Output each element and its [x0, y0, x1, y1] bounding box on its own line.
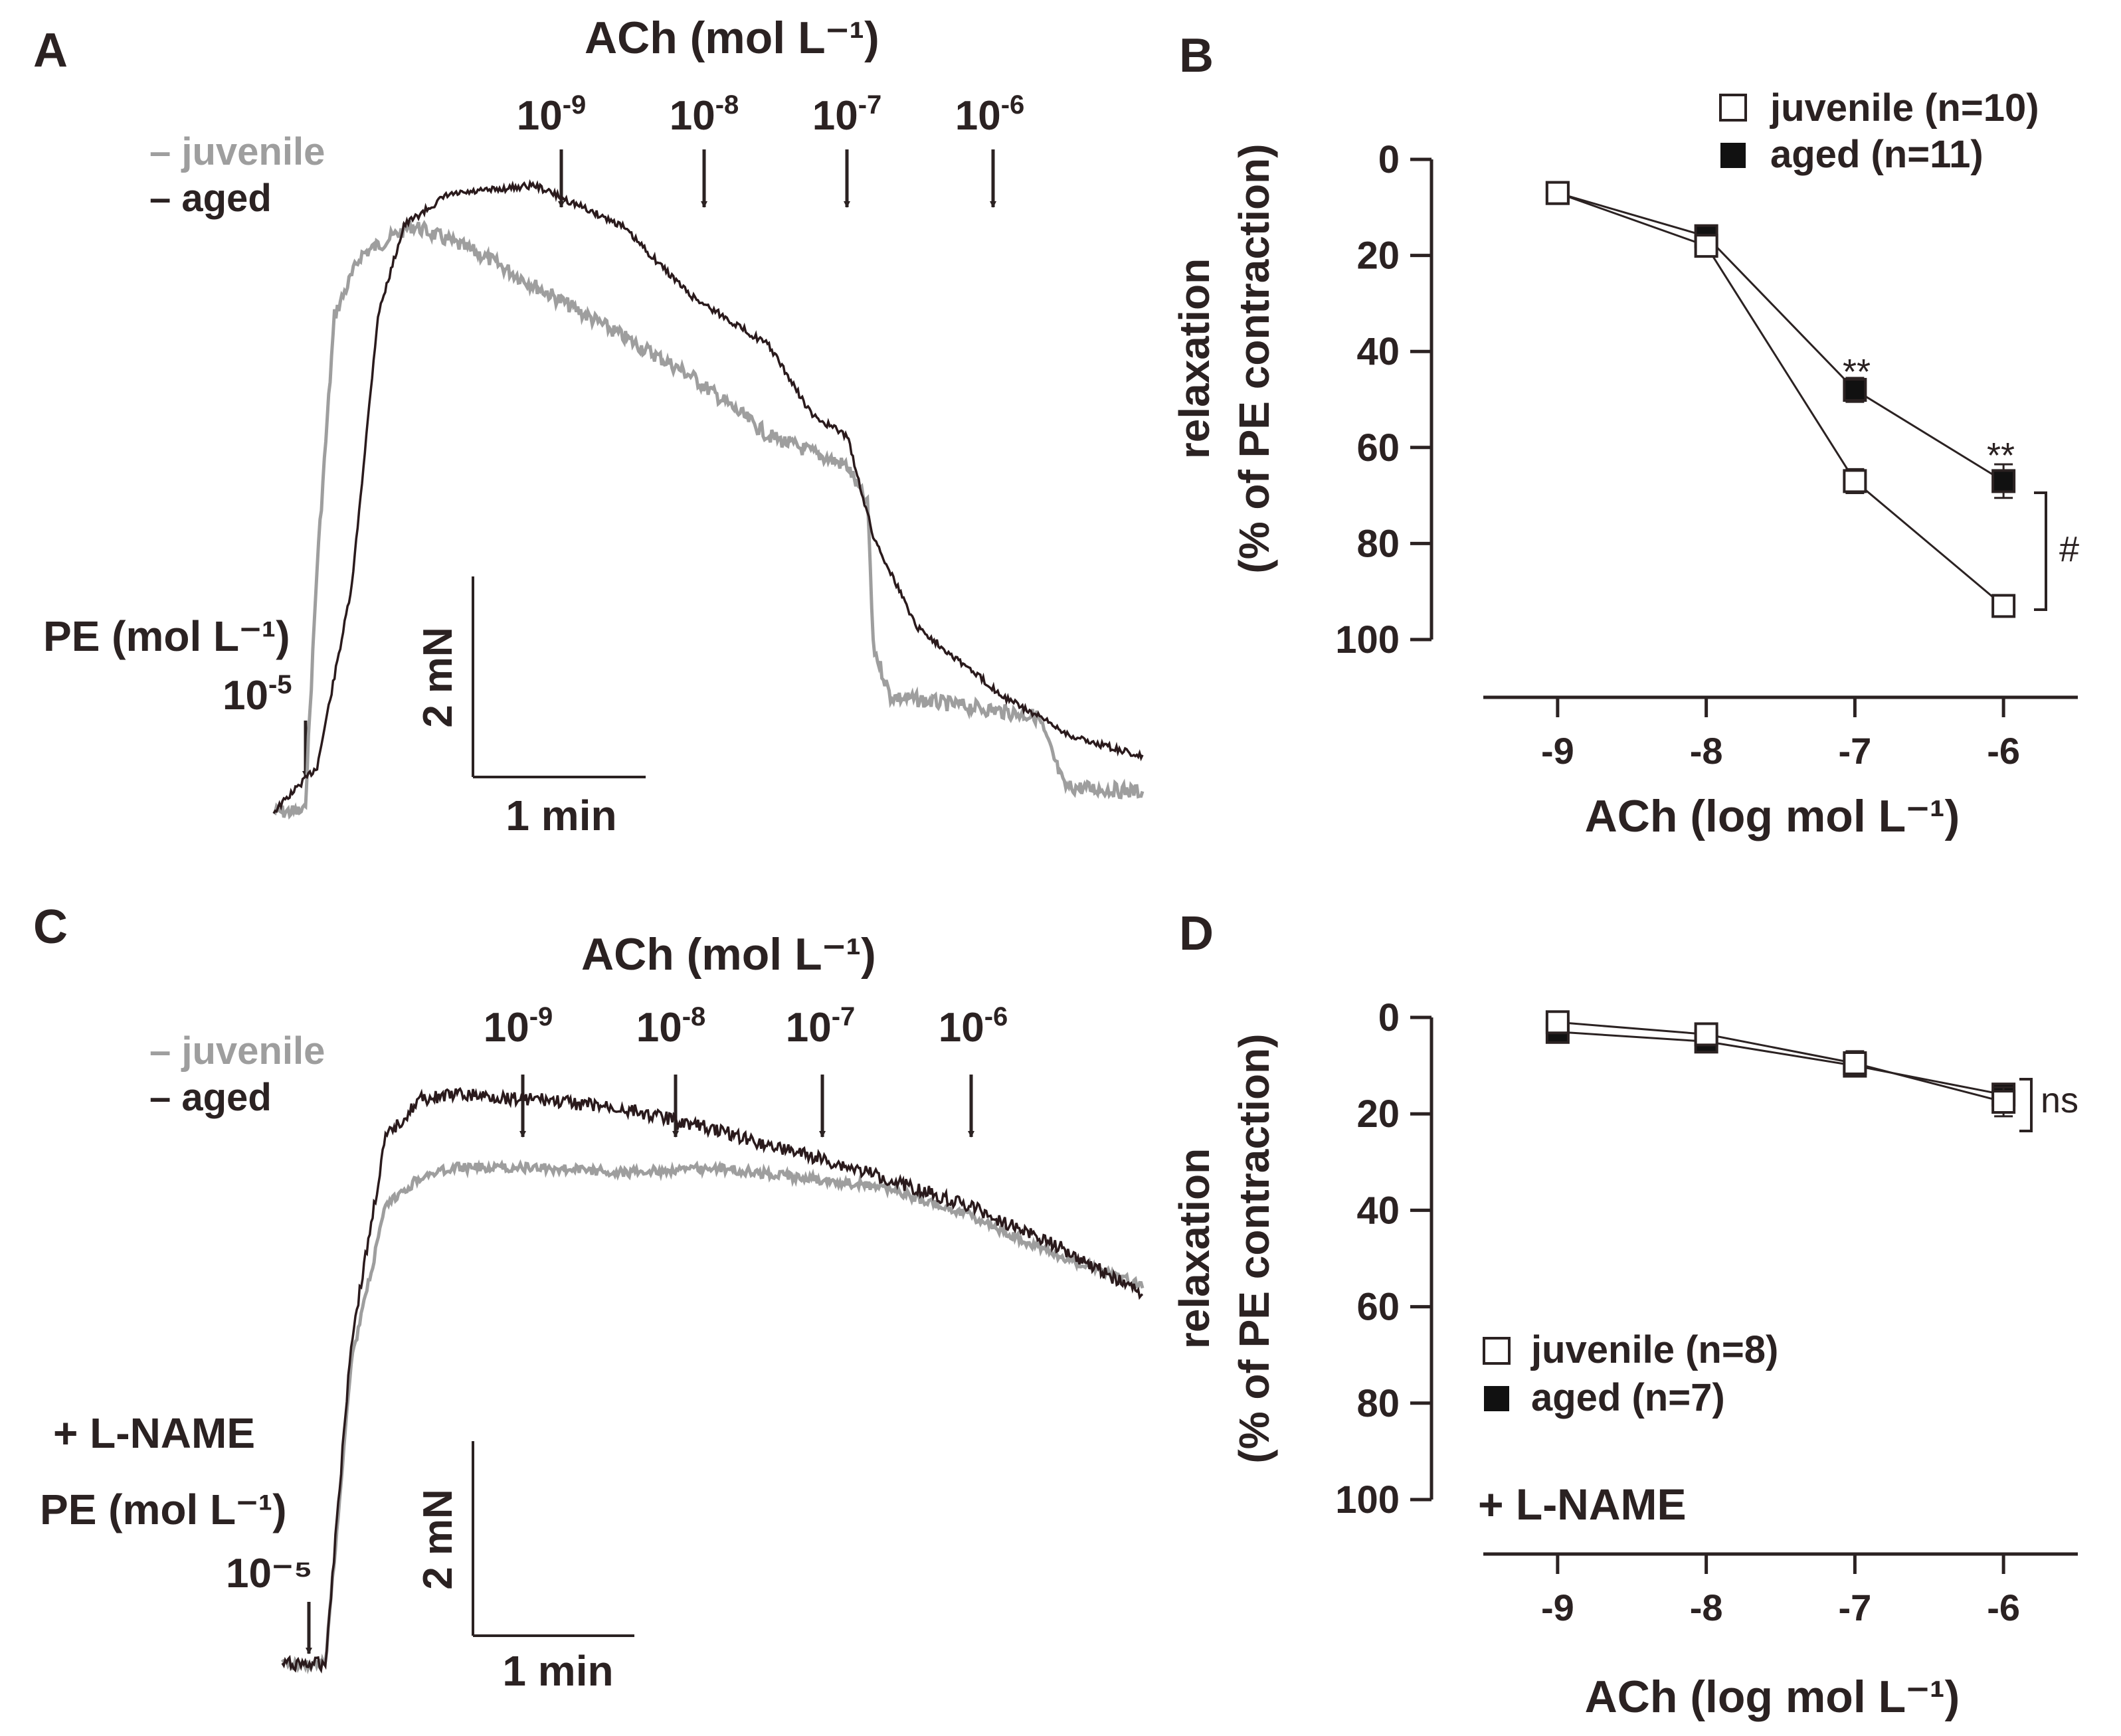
panel-letter-d: D — [1179, 907, 1214, 960]
pe-label-c: PE (mol L⁻¹) — [40, 1486, 287, 1533]
y-tick-label-b: 80 — [1356, 522, 1400, 565]
axes-b: 0 20 40 60 80 100 -9 -8 -7 -6 — [1335, 138, 2078, 772]
ylabel-d-line1: relaxation — [1170, 1148, 1218, 1349]
ach-dose-a-2: 10-8 — [670, 90, 739, 139]
x-tick-label-d: -9 — [1541, 1587, 1574, 1628]
panel-letter-c: C — [33, 901, 68, 954]
ach-dose-a-3: 10-7 — [812, 90, 882, 139]
point-d-juvenile — [1545, 1010, 1570, 1035]
y-tick-label-d: 20 — [1356, 1092, 1400, 1136]
legend-d-aged-marker — [1484, 1386, 1509, 1411]
y-tick-label-b: 40 — [1356, 330, 1400, 373]
y-tick-label-b: 0 — [1378, 138, 1400, 181]
line-b-juvenile — [1557, 192, 2005, 607]
panel-a: A ACh (mol L⁻¹) 10-9 10-8 10-7 10-6 – ju… — [33, 13, 1145, 839]
panel-b: B relaxation (% of PE contraction) 0 20 40… — [1170, 29, 2079, 841]
series-d — [1545, 1010, 2016, 1118]
scale-label-c-min: 1 min — [502, 1647, 613, 1695]
x-tick-label-b: -7 — [1838, 730, 1871, 772]
y-tick-label-d: 80 — [1356, 1382, 1400, 1425]
panel-c: C ACh (mol L⁻¹) 10-9 10-8 10-7 10-6 – ju… — [33, 901, 1145, 1695]
x-tick-label-d: -7 — [1838, 1587, 1871, 1628]
y-tick-label-d: 60 — [1356, 1286, 1400, 1329]
panel-letter-b: B — [1179, 29, 1214, 82]
x-tick-label-b: -6 — [1987, 730, 2020, 772]
xlabel-d: ACh (log mol L⁻¹) — [1585, 1672, 1960, 1722]
legend-c-aged: – aged — [149, 1076, 272, 1119]
legend-a-juvenile: – juvenile — [149, 130, 325, 173]
ach-dose-c-1: 10-9 — [484, 1002, 553, 1051]
point-b-juvenile — [1694, 234, 1718, 258]
point-b-aged — [1991, 469, 2016, 493]
panel-letter-a: A — [33, 24, 68, 77]
treatment-label-c: + L-NAME — [53, 1409, 255, 1457]
x-tick-label-b: -8 — [1690, 730, 1723, 772]
x-tick-label-d: -8 — [1690, 1587, 1723, 1628]
pe-dose-a: 10-5 — [223, 670, 292, 719]
legend-b-aged: aged (n=11) — [1770, 133, 1983, 176]
sig-b-1: ** — [1843, 352, 1871, 392]
ach-dose-a-4: 10-6 — [955, 90, 1025, 139]
point-d-juvenile — [1694, 1022, 1718, 1047]
ach-dose-c-2: 10-8 — [636, 1002, 706, 1051]
line-d-juvenile — [1557, 1021, 2004, 1103]
trace-c-juvenile — [280, 1159, 1145, 1675]
legend-c-juvenile: – juvenile — [149, 1029, 325, 1073]
scale-label-a-min: 1 min — [506, 792, 616, 839]
y-tick-label-b: 100 — [1335, 618, 1400, 661]
ach-dose-a-1: 10-9 — [517, 90, 587, 139]
ach-title-a: ACh (mol L⁻¹) — [585, 13, 879, 63]
legend-b-juvenile-marker — [1719, 94, 1747, 122]
ylabel-b-line1: relaxation — [1170, 258, 1218, 459]
legend-d-aged: aged (n=7) — [1531, 1376, 1725, 1419]
y-tick-label-d: 100 — [1335, 1478, 1400, 1521]
y-tick-label-b: 60 — [1356, 426, 1400, 470]
sig-bracket-d-label: ns — [2041, 1081, 2078, 1120]
trace-c-aged — [281, 1086, 1144, 1674]
sig-b-2: ** — [1987, 436, 2015, 476]
legend-d-juvenile: juvenile (n=8) — [1530, 1328, 1778, 1371]
x-tick-label-d: -6 — [1987, 1587, 2020, 1628]
point-b-aged — [1843, 378, 1867, 402]
treatment-label-d: + L-NAME — [1478, 1480, 1687, 1529]
x-tick-label-b: -9 — [1541, 730, 1574, 772]
y-tick-label-b: 20 — [1356, 234, 1400, 278]
line-b-aged — [1557, 192, 2004, 482]
scale-label-c-mn: 2 mN — [415, 1489, 461, 1590]
pe-dose-c: 10⁻⁵ — [226, 1551, 313, 1597]
ylabel-b-line2: (% of PE contraction) — [1230, 143, 1278, 573]
sig-bracket-d — [2019, 1078, 2033, 1132]
point-d-juvenile — [1843, 1051, 1867, 1075]
point-d-juvenile — [1991, 1090, 2016, 1114]
legend-a-aged: – aged — [149, 177, 272, 220]
ylabel-d-line2: (% of PE contraction) — [1230, 1033, 1278, 1463]
line-d-aged — [1557, 1031, 2004, 1096]
ach-dose-c-4: 10-6 — [939, 1002, 1008, 1051]
ach-title-c: ACh (mol L⁻¹) — [581, 929, 876, 980]
legend-b-juvenile: juvenile (n=10) — [1770, 86, 2039, 130]
point-b-juvenile — [1991, 594, 2016, 618]
point-b-juvenile — [1545, 181, 1570, 205]
trace-a-juvenile — [272, 219, 1145, 820]
point-b-juvenile — [1843, 469, 1867, 493]
panel-d: D relaxation (% of PE contraction) 0 20 40… — [1170, 907, 2078, 1722]
legend-b-aged-marker — [1720, 143, 1746, 168]
legend-d-juvenile-marker — [1483, 1337, 1511, 1365]
scale-label-a-mn: 2 mN — [415, 627, 461, 728]
series-b — [1545, 181, 2016, 618]
ach-dose-c-3: 10-7 — [786, 1002, 856, 1051]
trace-a-aged — [272, 179, 1144, 814]
y-tick-label-d: 40 — [1356, 1189, 1400, 1232]
pe-label-a: PE (mol L⁻¹) — [43, 612, 290, 660]
xlabel-b: ACh (log mol L⁻¹) — [1585, 791, 1960, 841]
y-tick-label-d: 0 — [1378, 996, 1400, 1039]
axes-d: 0 20 40 60 80 100 -9 -8 -7 -6 — [1335, 996, 2078, 1628]
sig-bracket-b-label: # — [2059, 529, 2079, 569]
sig-bracket-b — [2034, 491, 2047, 611]
